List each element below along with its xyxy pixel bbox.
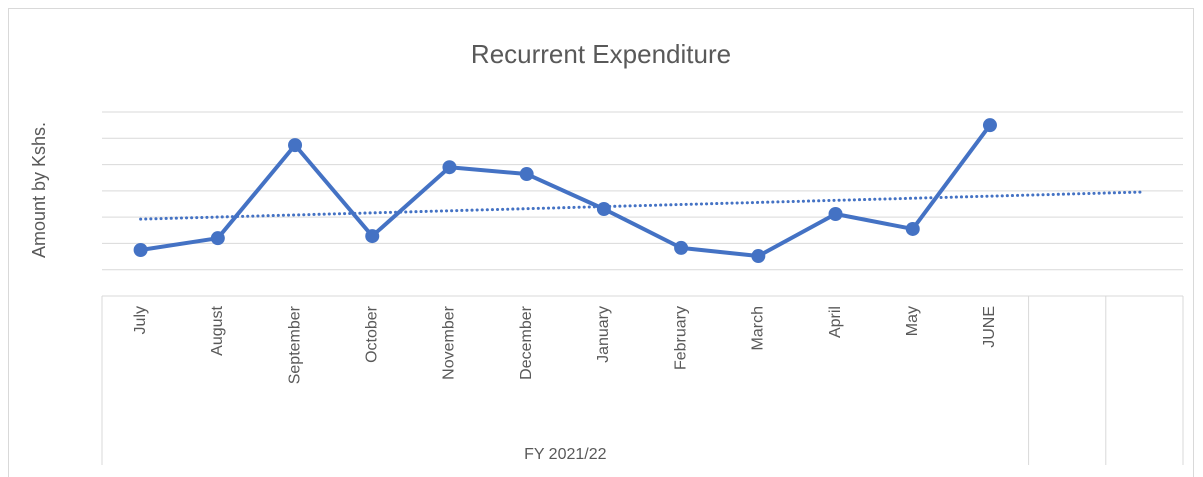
x-tick-label: July [132, 306, 149, 334]
data-point [210, 231, 225, 246]
data-point [905, 221, 920, 236]
data-point [751, 249, 766, 264]
x-tick-label: May [904, 306, 921, 336]
x-tick-label: April [827, 306, 844, 338]
x-tick-label: February [672, 306, 689, 370]
data-point [828, 206, 843, 221]
x-tick-label: December [518, 305, 535, 379]
trendline [139, 190, 1146, 221]
data-point [519, 167, 534, 182]
x-tick-label: March [750, 306, 767, 350]
data-point [288, 138, 303, 153]
data-point [982, 118, 997, 133]
x-tick-label: November [441, 305, 458, 379]
data-point [133, 243, 148, 257]
x-tick-label: September [286, 305, 303, 384]
data-point [365, 229, 380, 244]
x-tick-label: JUNE [981, 306, 998, 348]
group-label: FY 2021/22 [524, 446, 607, 463]
data-point [442, 160, 457, 175]
x-tick-label: August [209, 305, 226, 355]
data-point [596, 201, 611, 216]
x-tick-label: October [363, 305, 380, 363]
chart-frame [8, 8, 1194, 477]
data-line [140, 123, 992, 259]
data-point [674, 240, 689, 255]
x-tick-label: January [595, 306, 612, 363]
chart-title: Recurrent Expenditure [471, 39, 731, 69]
y-axis-title: Amount by Kshs. [29, 122, 49, 258]
